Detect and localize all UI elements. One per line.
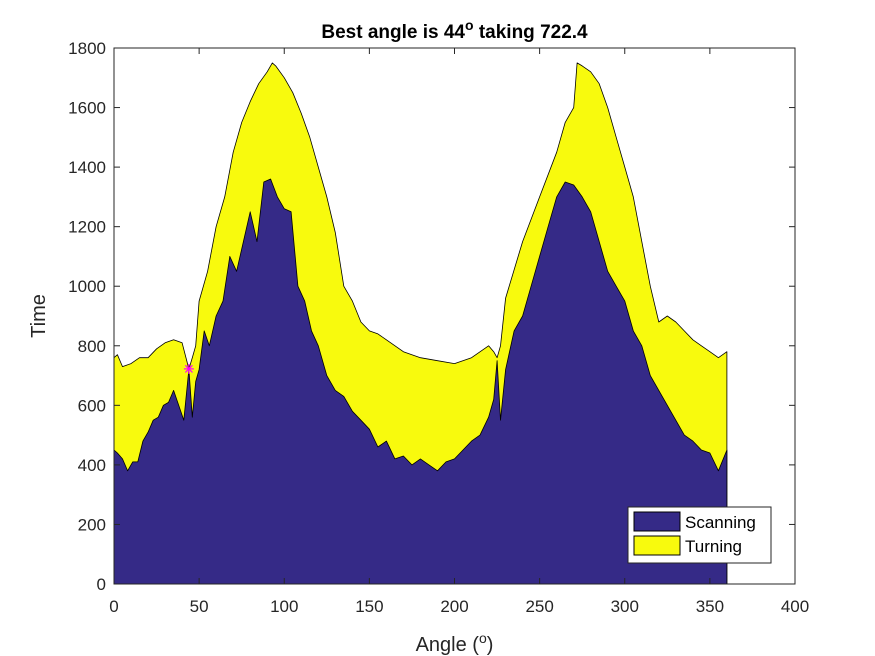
chart-title-sup: o	[465, 17, 474, 33]
x-tick-label: 100	[270, 597, 298, 616]
x-tick-label: 300	[611, 597, 639, 616]
x-tick-label: 150	[355, 597, 383, 616]
x-axis-label-prefix: Angle (	[416, 634, 480, 656]
y-tick-label: 800	[78, 337, 106, 356]
area-layer	[113, 62, 728, 585]
chart-title-prefix: Best angle is 44	[321, 22, 465, 43]
y-tick-label: 0	[97, 575, 106, 594]
x-tick-label: 250	[525, 597, 553, 616]
chart-title: Best angle is 44o taking 722.4	[321, 17, 588, 43]
area-scanning	[113, 178, 728, 585]
x-tick-label: 200	[440, 597, 468, 616]
x-tick-label: 0	[109, 597, 118, 616]
y-tick-label: 1000	[68, 277, 106, 296]
y-tick-label: 400	[78, 456, 106, 475]
best-angle-marker	[183, 363, 194, 374]
y-tick-label: 600	[78, 396, 106, 415]
x-tick-label: 350	[696, 597, 724, 616]
x-tick-label: 50	[190, 597, 209, 616]
chart-title-suffix: taking 722.4	[474, 22, 588, 43]
x-axis-label-suffix: )	[487, 634, 494, 656]
x-axis-label: Angle (o)	[416, 630, 494, 656]
marker-stroke	[184, 364, 193, 373]
marker-layer	[183, 363, 194, 374]
y-tick-label: 1800	[68, 39, 106, 58]
legend-label-turning: Turning	[685, 537, 742, 556]
y-tick-label: 1200	[68, 218, 106, 237]
y-tick-label: 200	[78, 515, 106, 534]
x-tick-label: 400	[781, 597, 809, 616]
legend-label-scanning: Scanning	[685, 513, 756, 532]
x-axis-label-sup: o	[479, 630, 487, 646]
x-axis: 0 50 100 150 200 250 300 350 400	[109, 48, 809, 616]
legend-swatch-scanning	[633, 511, 681, 532]
legend-swatch-turning	[633, 535, 681, 556]
y-axis: 0 200 400 600 800 1000 1200 1400 1600 1800	[68, 39, 795, 594]
y-axis-label: Time	[28, 294, 50, 338]
y-tick-label: 1600	[68, 99, 106, 118]
legend: Scanning Turning	[627, 506, 772, 564]
y-tick-label: 1400	[68, 158, 106, 177]
